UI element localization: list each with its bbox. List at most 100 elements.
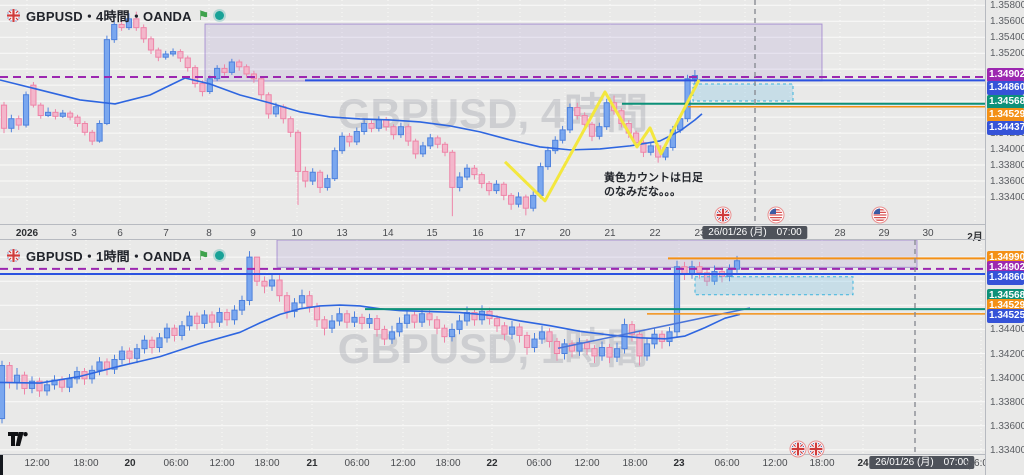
candle-body	[302, 170, 309, 182]
candle-body	[449, 151, 456, 188]
candle-body	[141, 339, 148, 350]
candle-body	[118, 350, 126, 361]
candle-body	[493, 318, 501, 327]
candle-body	[403, 314, 411, 324]
flag-marker-icon[interactable]: ⚑	[197, 247, 210, 263]
candle-body	[272, 106, 280, 115]
candle-body	[373, 318, 381, 330]
candle-body	[343, 313, 351, 323]
symbol-title-4h[interactable]: GBPUSD・4時間・OANDA	[26, 8, 192, 24]
candle-body	[148, 339, 156, 348]
candle-body	[346, 135, 353, 143]
time-tick-label: 20	[124, 458, 136, 469]
candle-body	[574, 107, 581, 117]
price-level-label: 1.34529	[987, 108, 1024, 122]
candle-body	[366, 318, 373, 324]
candle-body	[231, 309, 238, 321]
candle-body	[140, 27, 147, 40]
price-axis[interactable]: 1.358001.356001.354001.352001.348001.342…	[985, 0, 1024, 475]
economic-event-gb-flag-icon[interactable]	[714, 206, 732, 224]
status-dot-icon[interactable]	[215, 10, 225, 20]
price-tick-label: 1.35200	[990, 48, 1024, 60]
candle-body	[538, 331, 546, 340]
time-tick-label: 23	[673, 458, 685, 469]
candle-body	[316, 171, 324, 188]
candle-body	[598, 346, 606, 357]
candle-body	[253, 256, 261, 282]
candle-body	[427, 137, 434, 147]
price-tick-label: 1.33400	[990, 444, 1024, 456]
candle-body	[478, 310, 486, 321]
crosshair-time-tooltip-1h: 26/01/26 (月) 07:00	[869, 456, 975, 469]
candle-body	[368, 123, 375, 129]
candle-body	[111, 359, 118, 370]
symbol-title-1h[interactable]: GBPUSD・1時間・OANDA	[26, 248, 192, 264]
candle-body	[681, 266, 688, 275]
candle-body	[280, 106, 287, 120]
candle-body	[126, 350, 133, 359]
candle-body	[321, 319, 328, 329]
time-tick-label: 06:00	[968, 458, 994, 469]
candle-body	[336, 313, 343, 322]
crosshair-time-tooltip-4h: 26/01/26 (月) 07:00	[702, 226, 808, 239]
candle-body	[530, 194, 537, 209]
candle-body	[287, 118, 294, 133]
supply-zone-rect[interactable]	[204, 23, 823, 82]
time-axis-4h[interactable]: 2月30292827262322212017161514131098763202…	[0, 224, 985, 243]
candle-body	[581, 115, 588, 125]
tooltip-date: 26/01/26 (月)	[708, 227, 767, 238]
candle-body	[613, 348, 621, 358]
candle-body	[418, 313, 426, 323]
candle-body	[426, 313, 433, 321]
time-tick-label: 22	[649, 228, 661, 239]
tooltip-date: 26/01/26 (月)	[875, 457, 934, 468]
candle-body	[313, 306, 321, 321]
candle-body	[486, 182, 493, 192]
candle-body	[162, 53, 169, 58]
candle-body	[328, 320, 336, 329]
candle-body	[177, 51, 184, 59]
candle-body	[208, 314, 216, 323]
economic-event-us-flag-icon[interactable]	[767, 206, 785, 224]
tradingview-logo[interactable]	[8, 432, 30, 446]
economic-event-gb-flag-icon[interactable]	[807, 440, 825, 458]
candle-body	[261, 280, 268, 287]
demand-zone-rect[interactable]	[692, 83, 794, 102]
candle-body	[155, 49, 162, 58]
candle-body	[43, 384, 51, 392]
candle-body	[156, 337, 163, 348]
trend-line[interactable]	[557, 307, 751, 349]
price-level-label: 1.34902	[987, 68, 1024, 82]
time-tick-label: 3	[71, 228, 77, 239]
economic-event-us-flag-icon[interactable]	[871, 206, 889, 224]
supply-zone-rect[interactable]	[276, 240, 918, 268]
yellow-count-zigzag[interactable]	[503, 79, 701, 203]
candle-body	[390, 126, 397, 136]
candle-body	[13, 374, 21, 383]
price-tick-label: 1.35600	[990, 16, 1024, 28]
price-tick-label: 1.35400	[990, 32, 1024, 44]
candle-body	[199, 83, 206, 93]
text-annotation[interactable]: 黄色カウントは日足 のなみだな。。。	[604, 172, 703, 198]
timezone-gear-icon[interactable]: ⚙	[964, 458, 975, 472]
candle-body	[236, 61, 243, 68]
status-dot-icon[interactable]	[215, 250, 225, 260]
candle-body	[6, 365, 13, 383]
candle-body	[628, 324, 636, 335]
chart-canvas-4h[interactable]: GBPUSD, 4時間	[0, 0, 985, 224]
candle-body	[147, 38, 155, 51]
time-tick-label: 17	[514, 228, 526, 239]
candle-body	[666, 331, 673, 342]
candle-body	[163, 327, 171, 339]
flag-marker-icon[interactable]: ⚑	[197, 7, 210, 23]
economic-event-gb-flag-icon[interactable]	[789, 440, 807, 458]
candle-body	[22, 94, 30, 126]
candle-body	[568, 343, 576, 352]
candle-body	[45, 111, 52, 117]
chart-canvas-1h[interactable]: GBPUSD, 1時間	[0, 240, 985, 454]
candle-body	[456, 320, 463, 330]
candle-body	[726, 268, 733, 277]
time-axis-1h[interactable]: 06:00 24 18:00 12:00 06:00 23 18:00 12:00 06:00 2…	[0, 454, 994, 475]
demand-zone-rect[interactable]	[694, 276, 854, 296]
